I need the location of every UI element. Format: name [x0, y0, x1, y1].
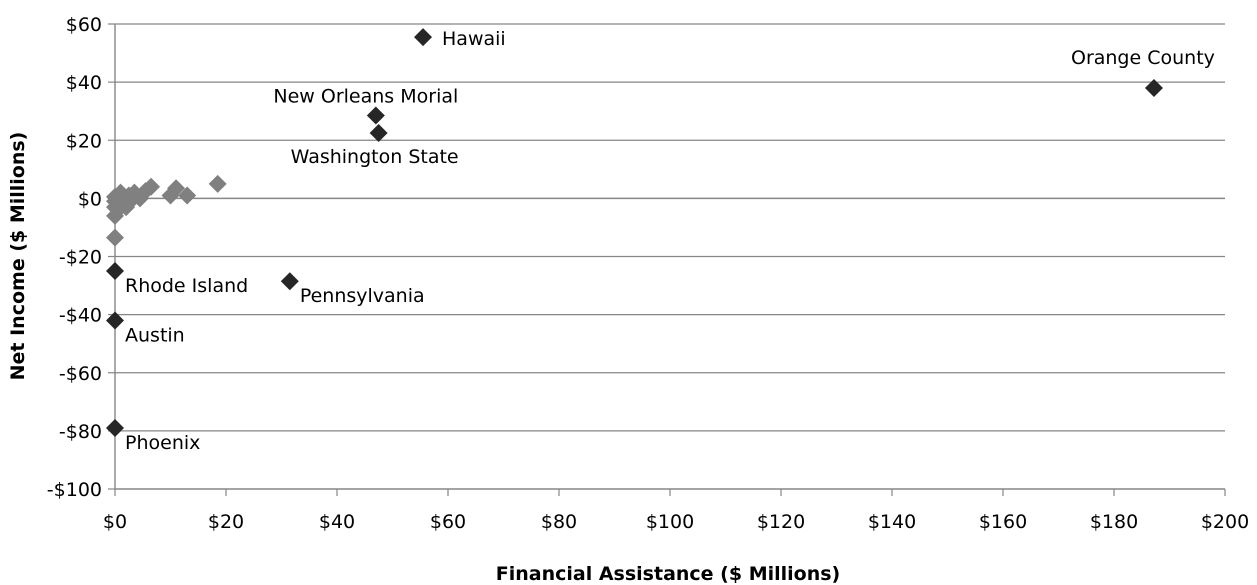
- point-label: Washington State: [291, 146, 459, 168]
- y-tick-label: -$100: [47, 479, 102, 501]
- y-tick-label: $60: [66, 14, 102, 36]
- x-tick-label: $40: [319, 511, 355, 533]
- y-tick-label: -$60: [59, 363, 102, 385]
- x-tick-label: $60: [430, 511, 466, 533]
- other-points: [106, 174, 227, 247]
- point-label: Phoenix: [125, 432, 200, 454]
- data-point: [178, 186, 197, 205]
- y-tick-label: -$80: [59, 421, 102, 443]
- highlighted-point: [106, 262, 124, 281]
- point-label: Hawaii: [442, 28, 506, 50]
- x-tick-label: $140: [868, 511, 916, 533]
- point-label: New Orleans Morial: [273, 86, 458, 108]
- data-point: [117, 198, 136, 217]
- y-tick-label: $20: [66, 130, 102, 152]
- y-tick-labels: $60 $40 $20 $0 -$20 -$40 -$60 -$80 -$100: [47, 14, 102, 501]
- highlighted-points: [106, 28, 1163, 437]
- data-point: [208, 174, 227, 193]
- gridlines: [115, 23, 1225, 432]
- point-label: Austin: [125, 324, 185, 346]
- highlighted-point: [280, 272, 299, 291]
- highlighted-point: [106, 311, 124, 330]
- highlighted-point: [414, 28, 433, 47]
- x-tick-label: $180: [1090, 511, 1138, 533]
- x-tick-label: $200: [1201, 511, 1249, 533]
- y-tick-label: -$40: [59, 305, 102, 327]
- x-tick-label: $100: [646, 511, 694, 533]
- y-tick-label: $0: [78, 188, 102, 210]
- x-tick-label: $160: [979, 511, 1027, 533]
- axes: [108, 23, 1226, 496]
- point-label: Rhode Island: [125, 275, 248, 297]
- x-tick-label: $20: [208, 511, 244, 533]
- data-point: [106, 228, 124, 247]
- highlighted-point: [369, 123, 388, 142]
- highlighted-point: [106, 418, 124, 437]
- data-point: [167, 179, 186, 198]
- x-axis-title: Financial Assistance ($ Millions): [496, 563, 840, 585]
- point-labels: Hawaii Orange County New Orleans Morial Was…: [125, 28, 1215, 454]
- highlighted-point: [1144, 78, 1163, 97]
- highlighted-point: [366, 106, 385, 125]
- x-tick-label: $0: [103, 511, 127, 533]
- x-tick-labels: $0 $20 $40 $60 $80 $100 $120 $140 $160 $180 $200: [103, 511, 1249, 533]
- data-point: [142, 177, 161, 196]
- x-tick-label: $80: [541, 511, 577, 533]
- y-axis-title: Net Income ($ Millions): [7, 132, 29, 381]
- x-tick-label: $120: [757, 511, 805, 533]
- y-tick-label: -$20: [59, 247, 102, 269]
- y-tick-label: $40: [66, 72, 102, 94]
- point-label: Orange County: [1071, 47, 1215, 69]
- point-label: Pennsylvania: [300, 285, 425, 307]
